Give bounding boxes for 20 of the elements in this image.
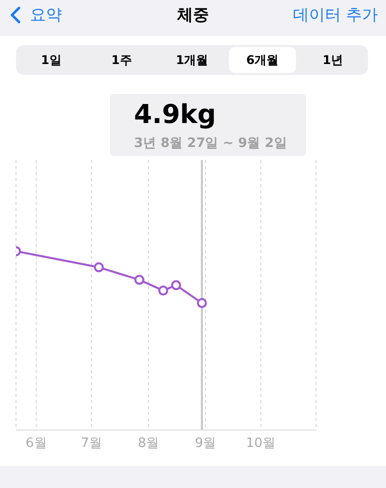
text: 1주 (110, 52, 133, 68)
point (171, 280, 182, 290)
text: 요약 (30, 5, 62, 26)
x-tick-label: 7월 (80, 436, 102, 452)
point (158, 286, 168, 296)
point (196, 298, 207, 308)
text: 4.9kg (134, 100, 216, 130)
text: 3년 8월 27일 ~ 9월 2일 (134, 135, 287, 152)
text: 1일 (40, 52, 62, 68)
x-tick-label: 10월 (246, 436, 276, 452)
point (134, 274, 144, 285)
text: 1개월 (174, 52, 210, 68)
chart-title: 체중 (177, 5, 209, 24)
x-tick-label: 8월 (138, 436, 160, 452)
point (94, 262, 104, 272)
text: 데이터 추가 (292, 5, 378, 26)
x-tick-label: 9월 (194, 436, 216, 452)
text: 6개월 (229, 47, 296, 73)
x-tick-label: 6월 (26, 436, 47, 452)
text: 1년 (322, 52, 344, 68)
